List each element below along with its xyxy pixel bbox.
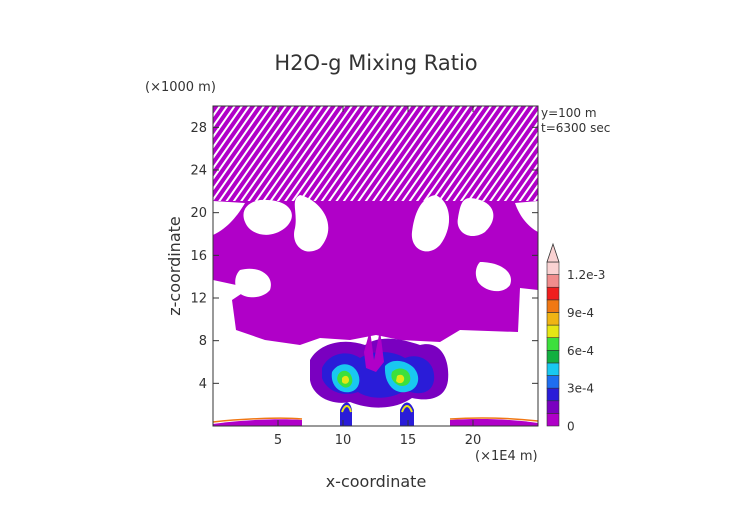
colorbar-tick-label: 1.2e-3 [567, 268, 605, 282]
colorbar-swatch [546, 400, 560, 414]
colorbar-swatch [546, 286, 560, 301]
x-tick-label: 5 [274, 433, 282, 448]
colorbar-tick-label: 9e-4 [567, 306, 594, 320]
y-tick-label: 16 [190, 249, 207, 264]
plot-frame [212, 105, 539, 427]
y-tick-label: 4 [199, 377, 207, 392]
y-axis-label: z-coordinate [165, 216, 184, 316]
x-tick-label: 20 [465, 433, 482, 448]
y-tick-label: 12 [190, 292, 207, 307]
colorbar-swatch [546, 387, 560, 402]
colorbar-tick-label: 6e-4 [567, 344, 594, 358]
y-tick-label: 28 [190, 121, 207, 136]
annotation-y: y=100 m [541, 106, 597, 120]
y-tick-label: 20 [190, 206, 207, 221]
chart-title: H2O-g Mixing Ratio [274, 51, 477, 75]
colorbar-swatch [546, 312, 560, 326]
y-tick-label: 8 [199, 334, 207, 349]
colorbar-swatch [546, 261, 560, 275]
colorbar-swatch [546, 324, 560, 338]
x-tick-label: 10 [335, 433, 352, 448]
colorbar-swatch [546, 375, 560, 389]
annotation-t: t=6300 sec [541, 121, 610, 135]
colorbar-swatch [546, 362, 560, 376]
colorbar-tick-label: 3e-4 [567, 382, 594, 396]
y-tick-label: 24 [190, 164, 207, 179]
colorbar-tick-label: 0 [567, 420, 575, 434]
colorbar: 0 3e-4 6e-4 9e-4 1.2e-3 [546, 242, 605, 434]
x-axis-label: x-coordinate [326, 472, 427, 491]
colorbar-swatch [546, 299, 560, 313]
colorbar-swatch [546, 350, 560, 364]
colorbar-swatch [546, 274, 560, 288]
mixing-ratio-field [213, 106, 538, 426]
x-unit-label: (×1E4 m) [475, 449, 538, 464]
colorbar-swatch [546, 413, 560, 427]
y-unit-label: (×1000 m) [145, 80, 216, 95]
x-tick-label: 15 [400, 433, 417, 448]
colorbar-arrow [546, 242, 560, 263]
colorbar-swatch [546, 337, 560, 351]
